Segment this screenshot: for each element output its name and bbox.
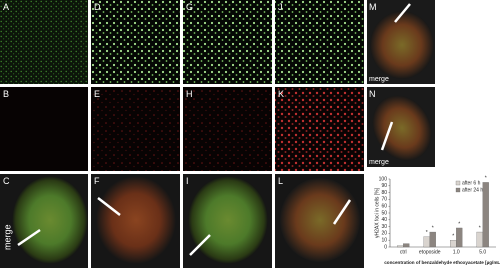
legend-swatch bbox=[455, 180, 461, 186]
significance: * bbox=[426, 230, 428, 236]
bar bbox=[429, 231, 436, 248]
y-tick-label: 70 bbox=[381, 197, 387, 203]
bar bbox=[423, 236, 430, 248]
panel-label: A bbox=[3, 2, 9, 12]
legend-label: after 6 h bbox=[462, 180, 481, 186]
bar bbox=[456, 227, 463, 248]
merge-label: merge bbox=[369, 76, 389, 83]
significance: * bbox=[458, 221, 460, 227]
panel-label: C bbox=[3, 176, 10, 186]
y-tick-label: 50 bbox=[381, 210, 387, 216]
bar bbox=[450, 240, 457, 248]
bar bbox=[403, 243, 410, 248]
panel-label: J bbox=[278, 2, 283, 12]
y-tick-label: 20 bbox=[381, 231, 387, 237]
micrographs bbox=[0, 0, 435, 268]
panel-label: K bbox=[278, 89, 284, 99]
panel-label: L bbox=[278, 176, 283, 186]
x-axis-label: concentration of benzaldehyde ethoxyacet… bbox=[384, 260, 500, 265]
y-tick-label: 90 bbox=[381, 183, 387, 189]
bar bbox=[482, 182, 489, 248]
y-axis-label: γH2AX foci in cells [%] bbox=[374, 187, 380, 238]
legend-label: after 24 h bbox=[462, 187, 483, 193]
x-tick-label: ctrl bbox=[400, 249, 407, 255]
significance: * bbox=[485, 176, 487, 182]
x-tick-label: 1.0 bbox=[453, 249, 460, 255]
x-tick-label: etoposide bbox=[419, 249, 441, 255]
significance: * bbox=[479, 225, 481, 231]
panel-label: G bbox=[186, 2, 193, 12]
y-tick-label: 10 bbox=[381, 238, 387, 244]
y-tick-label: 40 bbox=[381, 217, 387, 223]
legend-swatch bbox=[455, 187, 461, 193]
panel-label: D bbox=[94, 2, 101, 12]
merge-label: merge bbox=[2, 224, 12, 250]
merge-label: merge bbox=[369, 159, 389, 166]
bar bbox=[476, 231, 483, 248]
x-tick-label: 5.0 bbox=[479, 249, 486, 255]
y-tick-label: 0 bbox=[384, 244, 387, 250]
panel-label: H bbox=[186, 89, 193, 99]
panel-label: E bbox=[94, 89, 100, 99]
y-tick-label: 30 bbox=[381, 224, 387, 230]
y-tick-label: 80 bbox=[381, 190, 387, 196]
panel-label: N bbox=[369, 89, 376, 99]
panel-label: B bbox=[3, 89, 9, 99]
bar bbox=[397, 245, 404, 248]
significance: * bbox=[432, 225, 434, 231]
panel-label: F bbox=[94, 176, 100, 186]
panel-label: I bbox=[186, 176, 189, 186]
y-tick-label: 100 bbox=[379, 176, 388, 182]
panel-label: M bbox=[369, 2, 377, 12]
significance: * bbox=[452, 234, 454, 240]
y-tick-label: 60 bbox=[381, 204, 387, 210]
